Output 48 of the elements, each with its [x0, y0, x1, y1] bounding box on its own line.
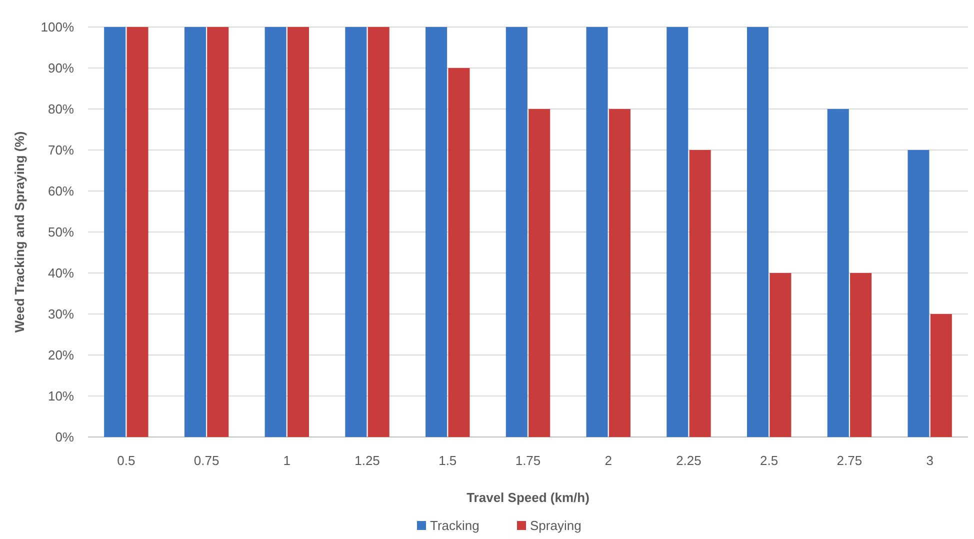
x-tick-label: 3: [926, 453, 934, 468]
x-tick-label: 1.5: [438, 453, 457, 468]
bar: [207, 27, 229, 437]
bar: [448, 68, 470, 437]
bar: [287, 27, 310, 437]
bar: [908, 150, 930, 437]
y-tick-label: 0%: [55, 430, 74, 445]
y-tick-label: 40%: [48, 266, 74, 281]
y-tick-label: 20%: [48, 348, 74, 363]
x-tick-label: 1: [283, 453, 291, 468]
bar: [666, 27, 688, 437]
bar: [850, 273, 872, 437]
bar: [827, 109, 849, 437]
x-axis-title: Travel Speed (km/h): [466, 490, 590, 505]
y-tick-label: 50%: [48, 224, 74, 240]
legend-label: Spraying: [530, 518, 582, 533]
bar: [586, 27, 608, 437]
bar: [368, 27, 390, 437]
y-tick-label: 90%: [48, 60, 74, 76]
y-tick-label: 70%: [48, 142, 74, 158]
bar: [506, 27, 528, 437]
bar: [345, 27, 367, 437]
y-axis-title: Weed Tracking and Spraying (%): [12, 131, 27, 333]
bar: [264, 27, 286, 437]
x-tick-label: 0.75: [194, 453, 220, 468]
x-tick-label: 2: [604, 453, 612, 468]
x-tick-label: 2.5: [760, 453, 778, 468]
y-tick-label: 60%: [48, 184, 74, 199]
bar: [184, 27, 206, 437]
legend-label: Tracking: [430, 518, 480, 533]
bar: [770, 273, 792, 437]
bar: [426, 27, 448, 437]
y-tick-label: 100%: [40, 20, 74, 35]
bar: [126, 27, 148, 437]
bar: [104, 27, 126, 437]
y-tick-label: 80%: [48, 102, 74, 117]
x-tick-label: 2.75: [836, 453, 862, 468]
bar: [608, 109, 630, 437]
x-tick-label: 2.25: [676, 453, 702, 468]
x-tick-label: 0.5: [117, 453, 136, 468]
x-tick-label: 1.25: [354, 453, 380, 468]
x-tick-label: 1.75: [515, 453, 541, 468]
bar: [930, 314, 952, 437]
bar: [746, 27, 769, 437]
y-tick-label: 30%: [48, 306, 74, 322]
bar: [689, 150, 711, 437]
y-tick-label: 10%: [48, 388, 74, 404]
bar: [528, 109, 550, 437]
